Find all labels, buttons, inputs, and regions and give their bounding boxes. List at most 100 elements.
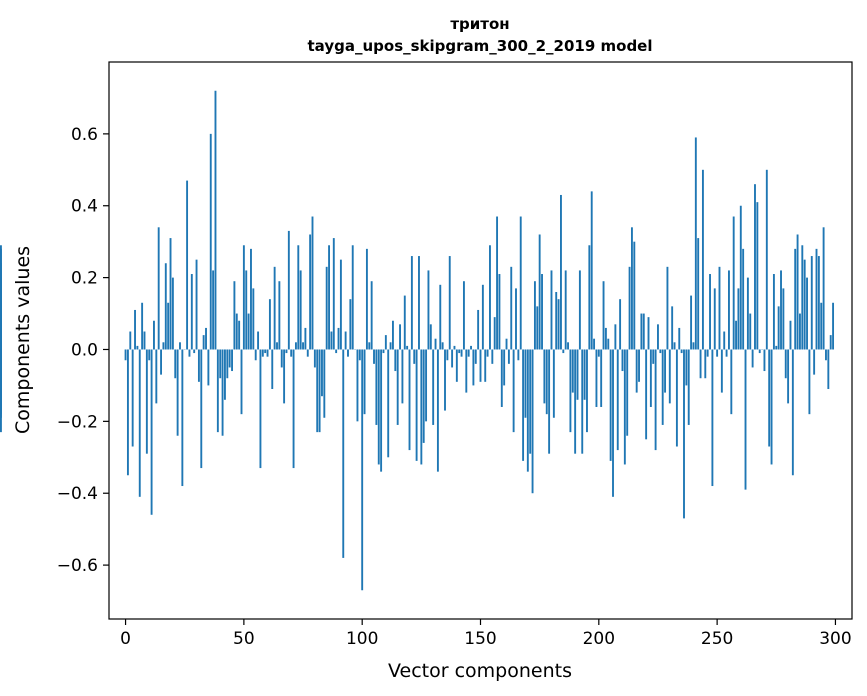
bar [545,349,548,415]
bar [446,349,449,361]
bar [387,349,390,458]
bar [434,338,437,350]
bar [131,349,134,447]
bar [609,349,612,461]
bar [510,266,513,350]
bar [179,342,181,350]
y-axis-ticks: −0.6 −0.4 −0.2 0.0 0.2 0.4 0.6 [57,125,109,576]
bar [195,259,198,350]
bar [399,324,401,350]
bar [550,270,553,350]
bar [723,331,726,350]
x-tick-label: 100 [346,629,378,649]
bar [829,335,832,350]
bar [169,238,172,350]
bar [486,349,489,357]
bar [666,266,669,350]
bar [638,349,640,382]
bar [276,342,278,350]
y-tick-label: −0.6 [57,556,98,576]
bar [451,349,454,368]
bar [197,349,200,382]
bar [477,309,480,350]
bar [167,302,170,350]
bar [597,349,600,357]
bar [235,313,238,350]
y-tick-label: 0.6 [71,125,98,145]
bar [772,274,775,350]
bar [784,349,787,379]
x-tick-label: 250 [701,629,733,649]
bar [576,349,579,400]
bar [439,284,442,350]
bar [304,327,307,350]
bar [143,331,146,350]
bar [732,216,735,350]
bar [309,234,312,350]
bar [505,338,508,350]
bar [491,349,494,364]
bar [780,270,782,350]
bar [560,194,562,350]
bar [782,288,785,350]
bar [382,349,385,354]
bar [489,245,491,350]
bar [619,299,622,350]
bar [557,299,560,350]
bar [174,349,177,379]
bar [756,202,759,350]
bar [188,349,191,357]
bar [612,349,614,497]
bar [266,349,269,357]
bar [356,349,359,422]
bar [302,342,304,350]
bar [685,349,688,386]
bar [136,345,139,350]
bar [460,349,463,357]
bar [543,349,546,404]
bar [351,245,354,350]
bar [380,349,383,472]
bar [344,331,347,350]
chart-title: тритон [450,15,509,33]
bar [337,327,340,350]
bar [730,349,733,415]
bar [548,349,551,454]
bar [287,230,290,350]
bar [401,349,404,404]
bar [415,349,418,461]
bar [299,270,302,350]
bar [583,349,586,400]
bar [789,320,792,350]
bar [578,270,581,350]
bar [441,342,444,350]
bar [389,342,392,350]
bar [493,317,496,350]
bar [297,245,300,350]
bar [202,335,205,350]
bar [649,349,652,407]
bar [458,349,461,354]
bar [394,349,397,372]
bar [370,281,373,350]
y-tick-label: 0.4 [71,197,98,217]
bar [481,284,484,350]
bar [777,306,780,350]
bar [754,184,756,350]
bar [728,270,730,350]
bar [739,205,742,350]
bar [321,349,323,397]
bar [635,349,638,393]
bar [803,259,806,350]
bar [813,349,816,375]
x-tick-label: 300 [819,629,851,649]
bar [709,274,711,350]
bar [318,349,321,433]
bar [787,349,790,404]
bar [746,277,749,350]
bar [706,349,709,357]
bar [280,349,283,368]
bar [678,327,681,350]
x-tick-label: 50 [233,629,255,649]
bar [564,270,567,350]
